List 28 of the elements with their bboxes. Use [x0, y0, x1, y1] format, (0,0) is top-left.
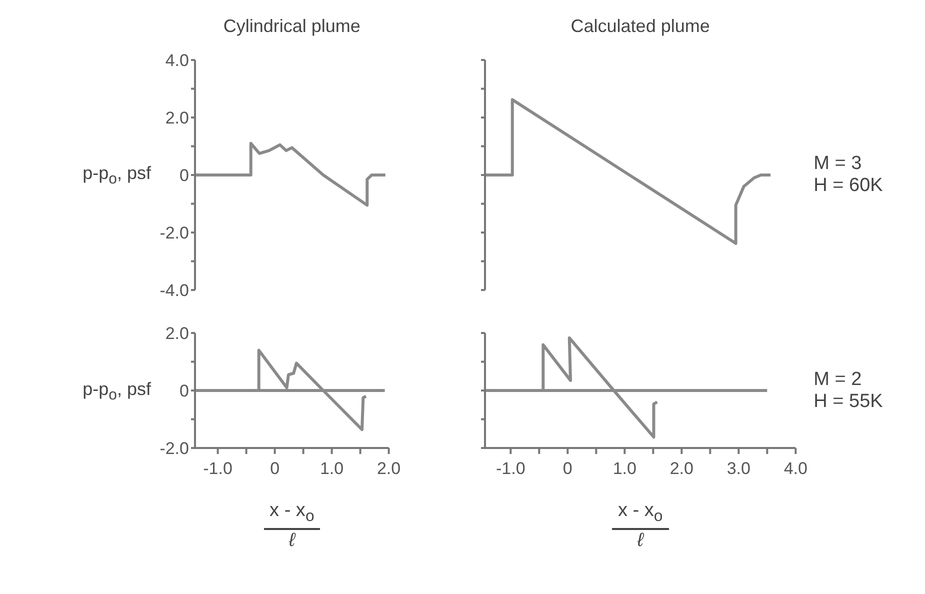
text: M = 2	[814, 368, 863, 390]
x-tick-label: 0	[270, 459, 280, 478]
y-tick-label: 2.0	[165, 324, 189, 344]
x-tick-label: 1.0	[612, 459, 636, 478]
y-tick-label: -4.0	[160, 281, 189, 300]
x-tick-label: -1.0	[203, 459, 232, 478]
text: H = 55K	[814, 390, 883, 412]
x-tick-label: 1.0	[320, 459, 344, 478]
text: H = 60K	[814, 175, 883, 197]
y-tick-label: -2.0	[160, 439, 189, 458]
text: M = 3	[814, 153, 863, 175]
x-tick-label: 4.0	[784, 459, 808, 478]
x-axis-title: x - x$_{o}$ ℓ	[268, 500, 316, 552]
x-axis-title: x - x$_{o}$ ℓ	[616, 500, 664, 552]
y-tick-label: 4.0	[165, 51, 189, 70]
x-tick-label: -1.0	[496, 459, 526, 478]
x-tick-label: 0	[562, 459, 572, 478]
y-axis-title: p-p$_{o}$, psf	[82, 378, 151, 404]
x-tick-label: 2.0	[376, 459, 401, 478]
x-tick-label: 3.0	[726, 459, 750, 478]
y-tick-label: -2.0	[160, 224, 189, 243]
y-tick-label: 2.0	[165, 108, 189, 128]
y-tick-label: 0	[180, 382, 189, 401]
chart-title: Cylindrical plume	[222, 16, 362, 37]
y-tick-label: 0	[180, 166, 189, 186]
x-tick-label: 2.0	[670, 459, 694, 478]
chart-title: Calculated plume	[570, 16, 711, 37]
y-axis-title: p-p$_{o}$, psf	[82, 163, 151, 188]
